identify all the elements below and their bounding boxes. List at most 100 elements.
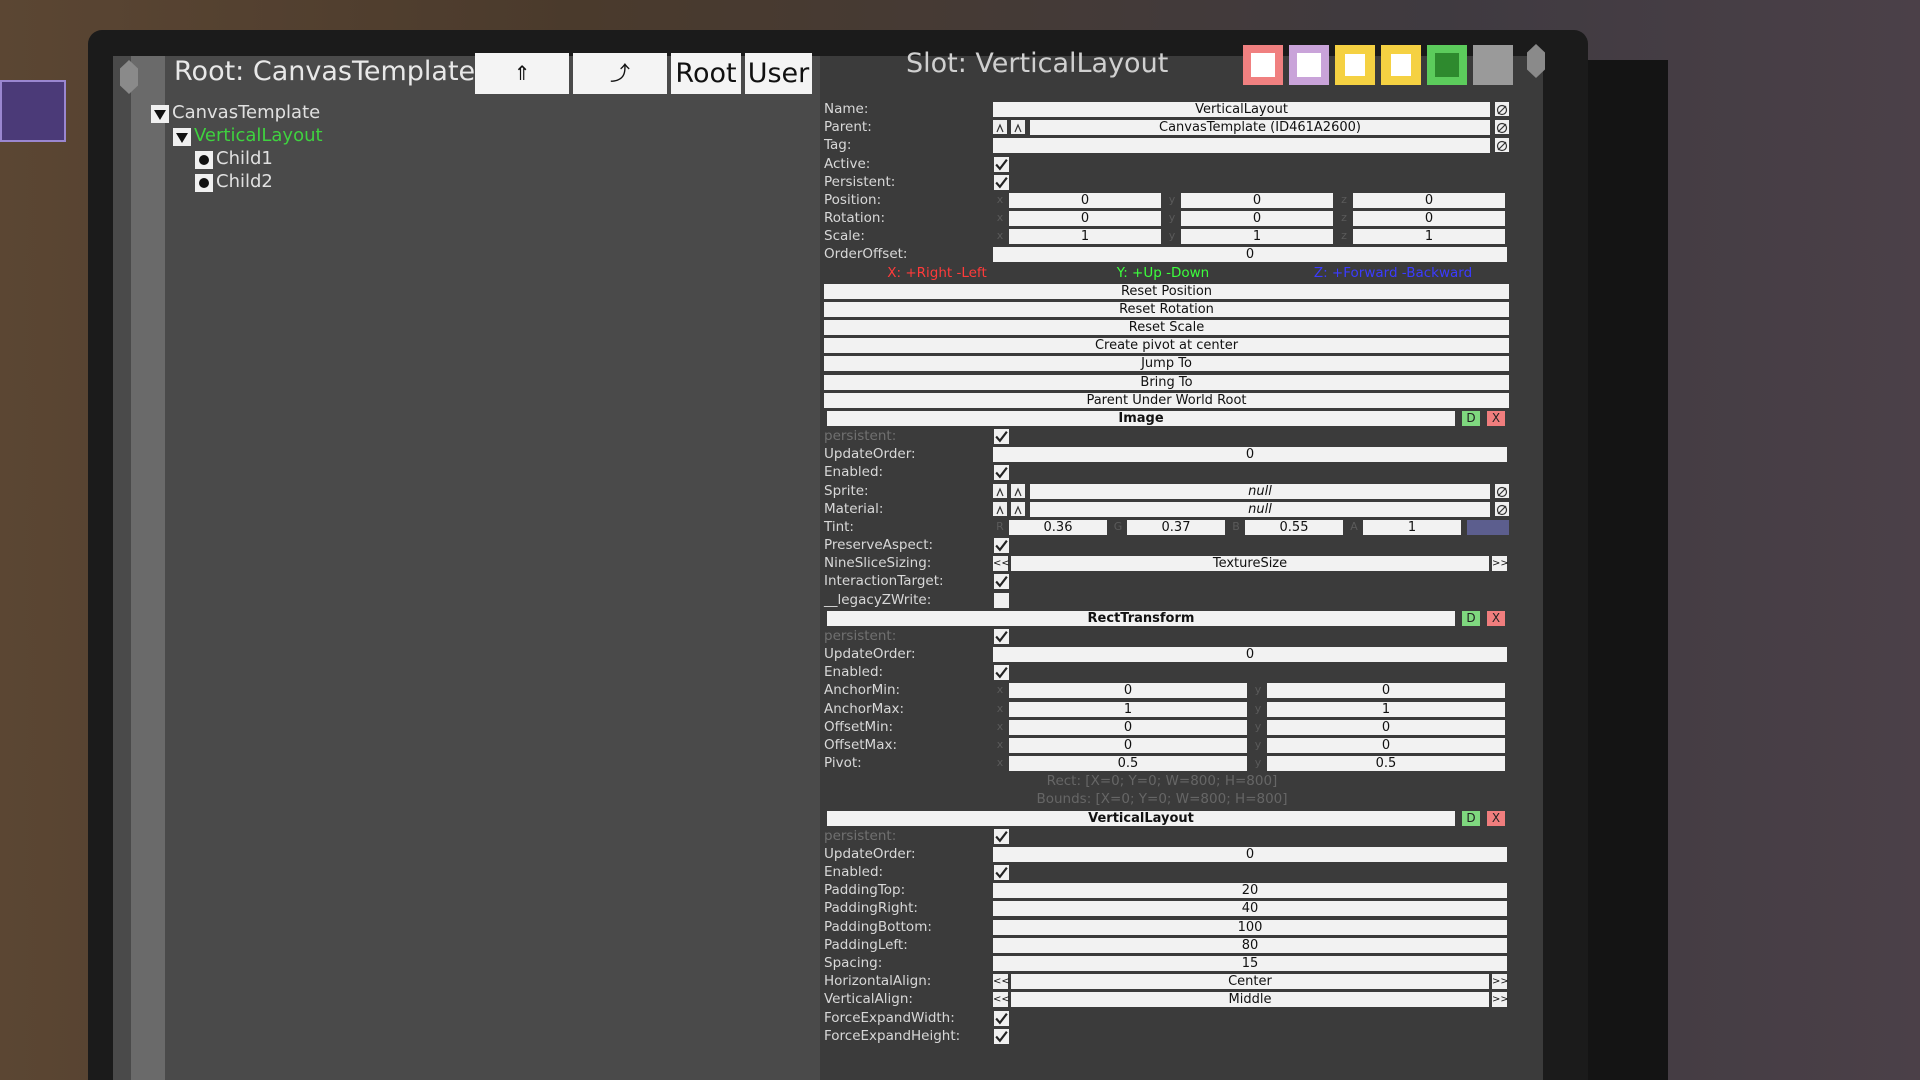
value-field[interactable]: null [1030, 501, 1490, 517]
remove-button[interactable]: X [1487, 610, 1505, 626]
value-field[interactable]: 0 [993, 846, 1507, 862]
checkbox[interactable] [994, 429, 1009, 445]
checkbox[interactable] [994, 828, 1009, 844]
checkbox[interactable] [994, 174, 1009, 190]
toolbar-destroy[interactable] [1243, 45, 1283, 85]
action-button[interactable]: Create pivot at center [824, 338, 1509, 354]
value-field[interactable]: 1 [1363, 519, 1461, 535]
ref-source-button[interactable] [993, 120, 1007, 135]
clear-button[interactable] [1495, 102, 1509, 116]
remove-button[interactable]: X [1487, 810, 1505, 826]
toolbar-reparent[interactable] [1473, 45, 1513, 85]
value-field[interactable]: null [1030, 483, 1490, 499]
checkbox[interactable] [994, 865, 1009, 881]
value-field[interactable]: 100 [993, 919, 1507, 935]
checkbox[interactable] [994, 465, 1009, 481]
toolbar-add-child[interactable] [1381, 45, 1421, 85]
toolbar-insert-parent[interactable] [1335, 45, 1375, 85]
value-field[interactable]: 0 [993, 647, 1507, 663]
enum-prev[interactable]: << [993, 974, 1010, 990]
value-field[interactable]: 0 [993, 447, 1507, 463]
enum-next[interactable]: >> [1492, 992, 1509, 1008]
value-field[interactable]: 20 [993, 883, 1507, 899]
duplicate-button[interactable]: D [1462, 610, 1480, 626]
value-field[interactable]: 80 [993, 937, 1507, 953]
checkbox[interactable] [994, 628, 1009, 644]
value-field[interactable]: 0 [1009, 683, 1247, 699]
tree-label[interactable]: CanvasTemplate [172, 102, 321, 123]
enum-prev[interactable]: << [993, 992, 1010, 1008]
checkbox[interactable] [994, 592, 1009, 608]
enum-next[interactable]: >> [1492, 556, 1509, 572]
clear-button[interactable] [1495, 501, 1509, 516]
enum-next[interactable]: >> [1492, 974, 1509, 990]
toolbar-collapse[interactable] [1289, 45, 1329, 85]
tree-label[interactable]: Child1 [216, 148, 273, 169]
tree-toggle[interactable] [195, 151, 213, 169]
tree-toggle[interactable] [173, 128, 191, 146]
checkbox[interactable] [994, 156, 1009, 172]
value-field[interactable]: 0 [1353, 192, 1505, 208]
action-button[interactable]: Reset Rotation [824, 301, 1509, 317]
tree-toggle[interactable] [195, 174, 213, 192]
value-field[interactable]: 0.37 [1127, 519, 1225, 535]
value-field[interactable]: 0 [1009, 737, 1247, 753]
ref-open-button[interactable] [1011, 483, 1025, 498]
value-field[interactable]: 0.36 [1009, 519, 1107, 535]
action-button[interactable]: Reset Scale [824, 320, 1509, 336]
value-field[interactable]: 0.5 [1009, 756, 1247, 772]
value-field[interactable]: 0 [1009, 192, 1161, 208]
value-field[interactable]: 0 [993, 247, 1507, 263]
clear-button[interactable] [1495, 120, 1509, 135]
value-field[interactable]: VerticalLayout [993, 102, 1490, 117]
nav-button[interactable]: ⤴ [573, 53, 667, 94]
value-field[interactable]: 0 [1009, 211, 1161, 227]
nav-button[interactable]: ⇑ [475, 53, 569, 94]
checkbox[interactable] [994, 538, 1009, 554]
checkbox[interactable] [994, 1028, 1009, 1044]
value-field[interactable]: 0 [1267, 719, 1505, 735]
value-field[interactable]: CanvasTemplate (ID461A2600) [1030, 120, 1490, 136]
ref-open-button[interactable] [1011, 120, 1025, 135]
ref-source-button[interactable] [993, 501, 1007, 516]
value-field[interactable]: 0 [1353, 211, 1505, 227]
remove-button[interactable]: X [1487, 410, 1505, 426]
value-field[interactable] [993, 138, 1490, 154]
checkbox[interactable] [994, 574, 1009, 590]
checkbox[interactable] [994, 665, 1009, 681]
checkbox[interactable] [994, 1010, 1009, 1026]
ref-open-button[interactable] [1011, 501, 1025, 516]
value-field[interactable]: 1 [1353, 229, 1505, 245]
value-field[interactable]: 0.5 [1267, 756, 1505, 772]
action-button[interactable]: Parent Under World Root [824, 392, 1509, 408]
action-button[interactable]: Jump To [824, 356, 1509, 372]
ref-source-button[interactable] [993, 483, 1007, 498]
value-field[interactable]: 1 [1009, 229, 1161, 245]
tree-toggle[interactable] [151, 105, 169, 123]
value-field[interactable]: TextureSize [1011, 556, 1489, 572]
duplicate-button[interactable]: D [1462, 410, 1480, 426]
value-field[interactable]: 1 [1267, 701, 1505, 717]
nav-button[interactable]: User [745, 53, 812, 94]
action-button[interactable]: Reset Position [824, 283, 1509, 299]
tree-label[interactable]: VerticalLayout [194, 125, 323, 146]
value-field[interactable]: 0 [1267, 683, 1505, 699]
clear-button[interactable] [1495, 483, 1509, 498]
tree-label[interactable]: Child2 [216, 171, 273, 192]
value-field[interactable]: 0 [1009, 719, 1247, 735]
value-field[interactable]: 0 [1181, 211, 1333, 227]
value-field[interactable]: Center [1011, 974, 1489, 990]
toolbar-duplicate[interactable] [1427, 45, 1467, 85]
nav-button[interactable]: Root [671, 53, 741, 94]
duplicate-button[interactable]: D [1462, 810, 1480, 826]
value-field[interactable]: 0 [1267, 737, 1505, 753]
value-field[interactable]: 1 [1009, 701, 1247, 717]
value-field[interactable]: 15 [993, 955, 1507, 971]
value-field[interactable]: Middle [1011, 992, 1489, 1008]
value-field[interactable]: 40 [993, 901, 1507, 917]
value-field[interactable]: 0 [1181, 192, 1333, 208]
enum-prev[interactable]: << [993, 556, 1010, 572]
value-field[interactable]: 1 [1181, 229, 1333, 245]
color-swatch[interactable] [1467, 519, 1509, 535]
clear-button[interactable] [1495, 138, 1509, 153]
